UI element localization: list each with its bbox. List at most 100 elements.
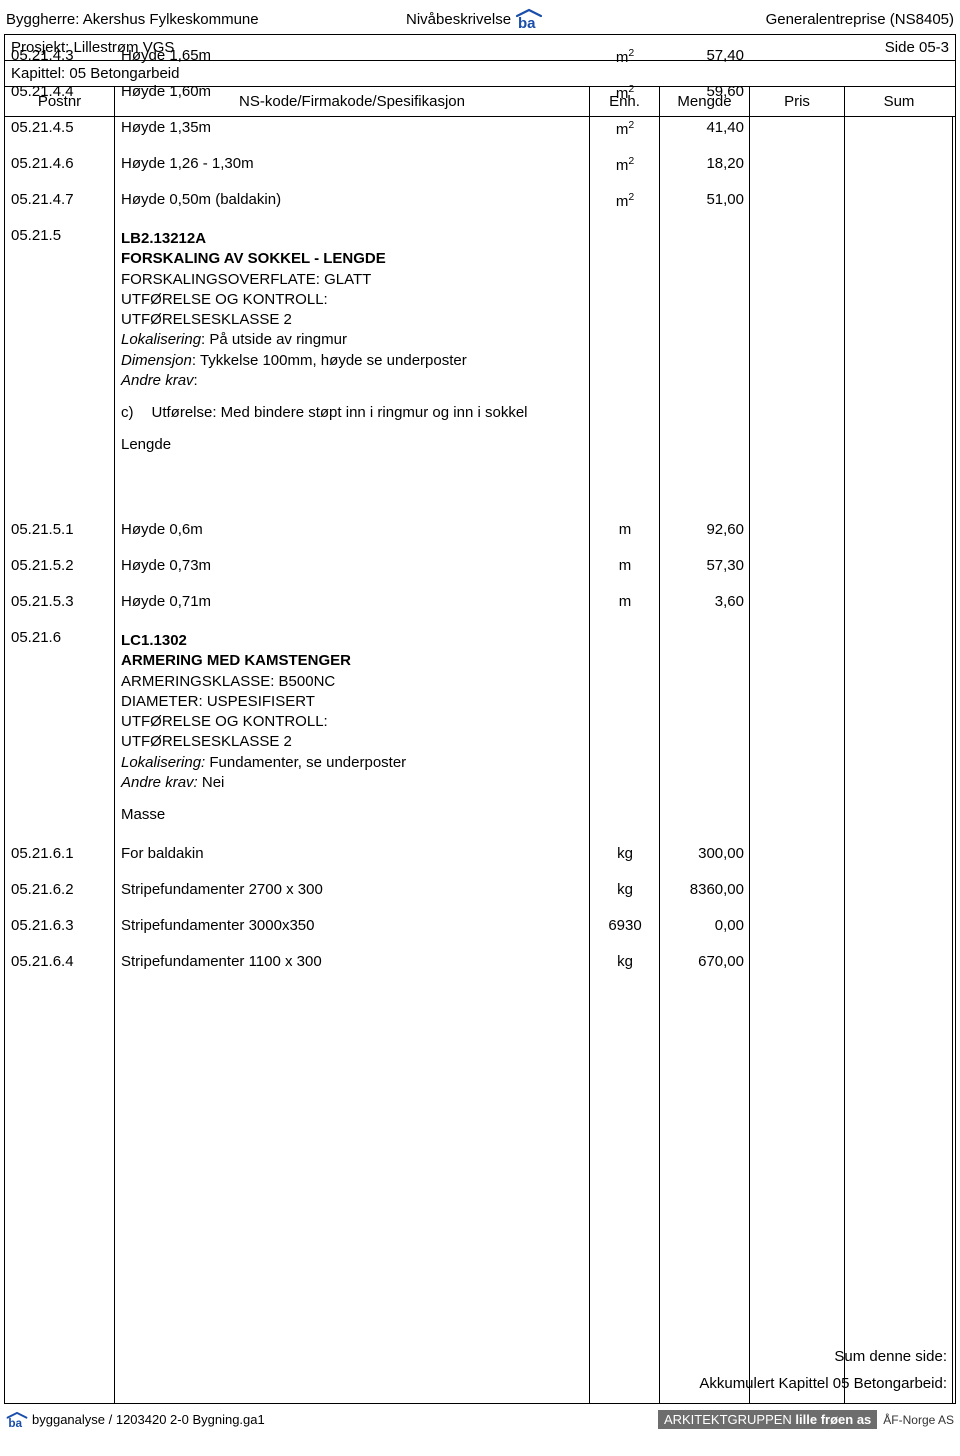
mengde: 92,60	[660, 519, 750, 540]
footer-left: ba bygganalyse / 1203420 2-0 Bygning.ga1	[6, 1411, 265, 1429]
footer-right: ARKITEKTGRUPPEN lille frøen as ÅF-Norge …	[658, 1410, 954, 1429]
niva-label: Nivåbeskrivelse	[406, 11, 511, 28]
enh: kg	[590, 951, 660, 972]
spec-block-row: 05.21.6 LC1.1302 ARMERING MED KAMSTENGER…	[5, 627, 955, 829]
l6val: Nei	[198, 774, 225, 791]
ba-logo-icon: ba	[6, 1411, 28, 1429]
mengde: 0,00	[660, 915, 750, 936]
postnr: 05.21.6.2	[5, 879, 115, 900]
mengde: 59,60	[660, 81, 750, 104]
mengde: 3,60	[660, 591, 750, 612]
enh: kg	[590, 843, 660, 864]
l4: UTFØRELSESKLASSE 2	[121, 732, 576, 752]
table-row: 05.21.4.4 Høyde 1,60m m2 59,60	[5, 81, 955, 104]
table-row: 05.21.4.5 Høyde 1,35m m2 41,40	[5, 117, 955, 140]
niva: Nivåbeskrivelse ba	[406, 8, 543, 30]
summary: Sum denne side: Akkumulert Kapittel 05 B…	[699, 1343, 947, 1397]
spec-block-row: 05.21.5 LB2.13212A FORSKALING AV SOKKEL …	[5, 225, 955, 460]
byggherre-value: Akershus Fylkeskommune	[83, 11, 259, 28]
l1: ARMERINGSKLASSE: B500NC	[121, 672, 576, 692]
table-row: 05.21.5.2 Høyde 0,73m m 57,30	[5, 555, 955, 576]
mengde: 51,00	[660, 189, 750, 212]
spec: Høyde 1,65m	[115, 45, 590, 68]
spec: Stripefundamenter 1100 x 300	[115, 951, 590, 972]
postnr: 05.21.5.3	[5, 591, 115, 612]
ge-label: Generalentreprise (NS8405)	[543, 11, 954, 28]
enh: m2	[590, 45, 660, 68]
enh: m2	[590, 117, 660, 140]
mengde: 57,40	[660, 45, 750, 68]
spec: Stripefundamenter 3000x350	[115, 915, 590, 936]
postnr: 05.21.6.4	[5, 951, 115, 972]
l3: UTFØRELSE OG KONTROLL:	[121, 712, 576, 732]
l5val: Fundamenter, se underposter	[205, 754, 406, 771]
spec: Høyde 0,50m (baldakin)	[115, 189, 590, 212]
lengde: Lengde	[121, 435, 576, 455]
top-header: Byggherre: Akershus Fylkeskommune Nivåbe…	[0, 0, 960, 34]
table-row: 05.21.6.3 Stripefundamenter 3000x350 693…	[5, 915, 955, 936]
title: ARMERING MED KAMSTENGER	[121, 652, 351, 669]
sum-akk: Akkumulert Kapittel 05 Betongarbeid:	[699, 1370, 947, 1397]
enh: m	[590, 519, 660, 540]
l6lbl: Andre krav	[121, 372, 194, 389]
svg-text:ba: ba	[8, 1417, 22, 1429]
table-row: 05.21.6.2 Stripefundamenter 2700 x 300 k…	[5, 879, 955, 900]
mengde: 670,00	[660, 951, 750, 972]
enh: m	[590, 591, 660, 612]
postnr: 05.21.5.1	[5, 519, 115, 540]
l5lbl: Lokalisering:	[121, 754, 205, 771]
masse: Masse	[121, 805, 576, 825]
table-row: 05.21.4.7 Høyde 0,50m (baldakin) m2 51,0…	[5, 189, 955, 212]
ba-logo-icon: ba	[515, 8, 543, 30]
c-label: c)	[121, 403, 134, 423]
l5lbl: Dimensjon	[121, 352, 192, 369]
postnr: 05.21.4.3	[5, 45, 115, 68]
spec: Høyde 1,35m	[115, 117, 590, 140]
arkitekt-label: ARKITEKTGRUPPEN lille frøen as	[658, 1410, 877, 1429]
code: LC1.1302	[121, 632, 187, 649]
postnr: 05.21.6	[5, 627, 115, 829]
l3: UTFØRELSESKLASSE 2	[121, 310, 576, 330]
spec: Høyde 0,71m	[115, 591, 590, 612]
afn: ÅF-Norge AS	[883, 1413, 954, 1427]
l1: FORSKALINGSOVERFLATE: GLATT	[121, 270, 576, 290]
mengde: 18,20	[660, 153, 750, 176]
spec: Høyde 1,60m	[115, 81, 590, 104]
c-text: Utførelse: Med bindere støpt inn i ringm…	[152, 403, 528, 423]
mengde: 8360,00	[660, 879, 750, 900]
spec: Stripefundamenter 2700 x 300	[115, 879, 590, 900]
spec: Høyde 0,73m	[115, 555, 590, 576]
mengde: 41,40	[660, 117, 750, 140]
ge-text: Generalentreprise (NS8405)	[766, 11, 954, 28]
l2: UTFØRELSE OG KONTROLL:	[121, 290, 576, 310]
sum-side: Sum denne side:	[699, 1343, 947, 1370]
postnr: 05.21.5	[5, 225, 115, 460]
table-row: 05.21.5.3 Høyde 0,71m m 3,60	[5, 591, 955, 612]
enh: m	[590, 555, 660, 576]
byggherre: Byggherre: Akershus Fylkeskommune	[6, 11, 406, 28]
spec-block: LC1.1302 ARMERING MED KAMSTENGER ARMERIN…	[115, 627, 590, 829]
content-box: Prosjekt: Lillestrøm VGS Side 05-3 Kapit…	[4, 34, 956, 1404]
postnr: 05.21.4.4	[5, 81, 115, 104]
l6lbl: Andre krav:	[121, 774, 198, 791]
l4lbl: Lokalisering	[121, 331, 201, 348]
enh: m2	[590, 153, 660, 176]
l6val: :	[194, 372, 198, 389]
mengde: 57,30	[660, 555, 750, 576]
footer: ba bygganalyse / 1203420 2-0 Bygning.ga1…	[0, 1408, 960, 1435]
table-row: 05.21.6.4 Stripefundamenter 1100 x 300 k…	[5, 951, 955, 972]
spec: For baldakin	[115, 843, 590, 864]
l5val: : Tykkelse 100mm, høyde se underposter	[192, 352, 467, 369]
enh: 6930	[590, 915, 660, 936]
spec: Høyde 1,26 - 1,30m	[115, 153, 590, 176]
table-row: 05.21.6.1 For baldakin kg 300,00	[5, 843, 955, 864]
table-row: 05.21.4.3 Høyde 1,65m m2 57,40	[5, 45, 955, 68]
footer-path: bygganalyse / 1203420 2-0 Bygning.ga1	[32, 1412, 265, 1427]
spec: Høyde 0,6m	[115, 519, 590, 540]
postnr: 05.21.6.1	[5, 843, 115, 864]
enh: m2	[590, 189, 660, 212]
table-row: 05.21.4.6 Høyde 1,26 - 1,30m m2 18,20	[5, 153, 955, 176]
page: Byggherre: Akershus Fylkeskommune Nivåbe…	[0, 0, 960, 1456]
mengde: 300,00	[660, 843, 750, 864]
postnr: 05.21.4.6	[5, 153, 115, 176]
